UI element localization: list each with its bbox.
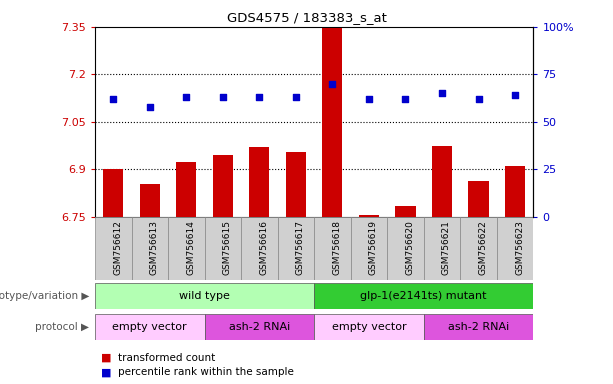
Text: ash-2 RNAi: ash-2 RNAi <box>229 322 290 332</box>
Bar <box>95 314 205 340</box>
Point <box>510 92 520 98</box>
Point <box>364 96 374 102</box>
Text: GSM756623: GSM756623 <box>515 220 524 275</box>
Bar <box>177 162 196 217</box>
Bar <box>132 217 168 280</box>
Bar <box>168 217 205 280</box>
Bar <box>314 217 351 280</box>
Bar <box>322 28 343 217</box>
Bar <box>95 217 132 280</box>
Point <box>145 104 154 110</box>
Bar <box>468 180 489 217</box>
Bar <box>424 217 460 280</box>
Bar <box>351 217 387 280</box>
Text: GSM756621: GSM756621 <box>442 220 451 275</box>
Text: GSM756612: GSM756612 <box>113 220 122 275</box>
Text: percentile rank within the sample: percentile rank within the sample <box>118 367 294 377</box>
Text: protocol ▶: protocol ▶ <box>35 322 89 332</box>
Bar <box>359 215 379 217</box>
Point <box>218 94 228 100</box>
Bar <box>460 217 497 280</box>
Point <box>400 96 410 102</box>
Text: GSM756618: GSM756618 <box>332 220 341 275</box>
Text: GDS4575 / 183383_s_at: GDS4575 / 183383_s_at <box>227 12 386 25</box>
Point <box>437 90 447 96</box>
Bar <box>241 217 278 280</box>
Point <box>291 94 301 100</box>
Point <box>109 96 118 102</box>
Bar <box>286 152 306 217</box>
Bar <box>278 217 314 280</box>
Point <box>181 94 191 100</box>
Bar <box>432 146 452 217</box>
Text: GSM756613: GSM756613 <box>150 220 159 275</box>
Text: ■: ■ <box>101 353 112 363</box>
Bar <box>205 217 241 280</box>
Bar <box>314 314 424 340</box>
Text: ■: ■ <box>101 367 112 377</box>
Text: GSM756622: GSM756622 <box>479 220 487 275</box>
Text: GSM756620: GSM756620 <box>405 220 414 275</box>
Text: glp-1(e2141ts) mutant: glp-1(e2141ts) mutant <box>360 291 487 301</box>
Text: wild type: wild type <box>179 291 230 301</box>
Point <box>474 96 484 102</box>
Text: GSM756615: GSM756615 <box>223 220 232 275</box>
Text: ash-2 RNAi: ash-2 RNAi <box>448 322 509 332</box>
Bar <box>497 217 533 280</box>
Bar <box>213 155 233 217</box>
Bar <box>395 206 416 217</box>
Text: GSM756614: GSM756614 <box>186 220 196 275</box>
Text: GSM756616: GSM756616 <box>259 220 268 275</box>
Text: empty vector: empty vector <box>113 322 187 332</box>
Bar <box>205 314 314 340</box>
Text: transformed count: transformed count <box>118 353 216 363</box>
Bar <box>387 217 424 280</box>
Bar <box>424 314 533 340</box>
Bar <box>95 283 314 309</box>
Text: GSM756619: GSM756619 <box>369 220 378 275</box>
Text: GSM756617: GSM756617 <box>296 220 305 275</box>
Text: empty vector: empty vector <box>332 322 406 332</box>
Bar <box>314 283 533 309</box>
Point <box>327 81 337 87</box>
Bar <box>249 147 270 217</box>
Text: genotype/variation ▶: genotype/variation ▶ <box>0 291 89 301</box>
Bar <box>103 169 123 217</box>
Point <box>254 94 264 100</box>
Bar <box>140 184 160 217</box>
Bar <box>505 166 525 217</box>
